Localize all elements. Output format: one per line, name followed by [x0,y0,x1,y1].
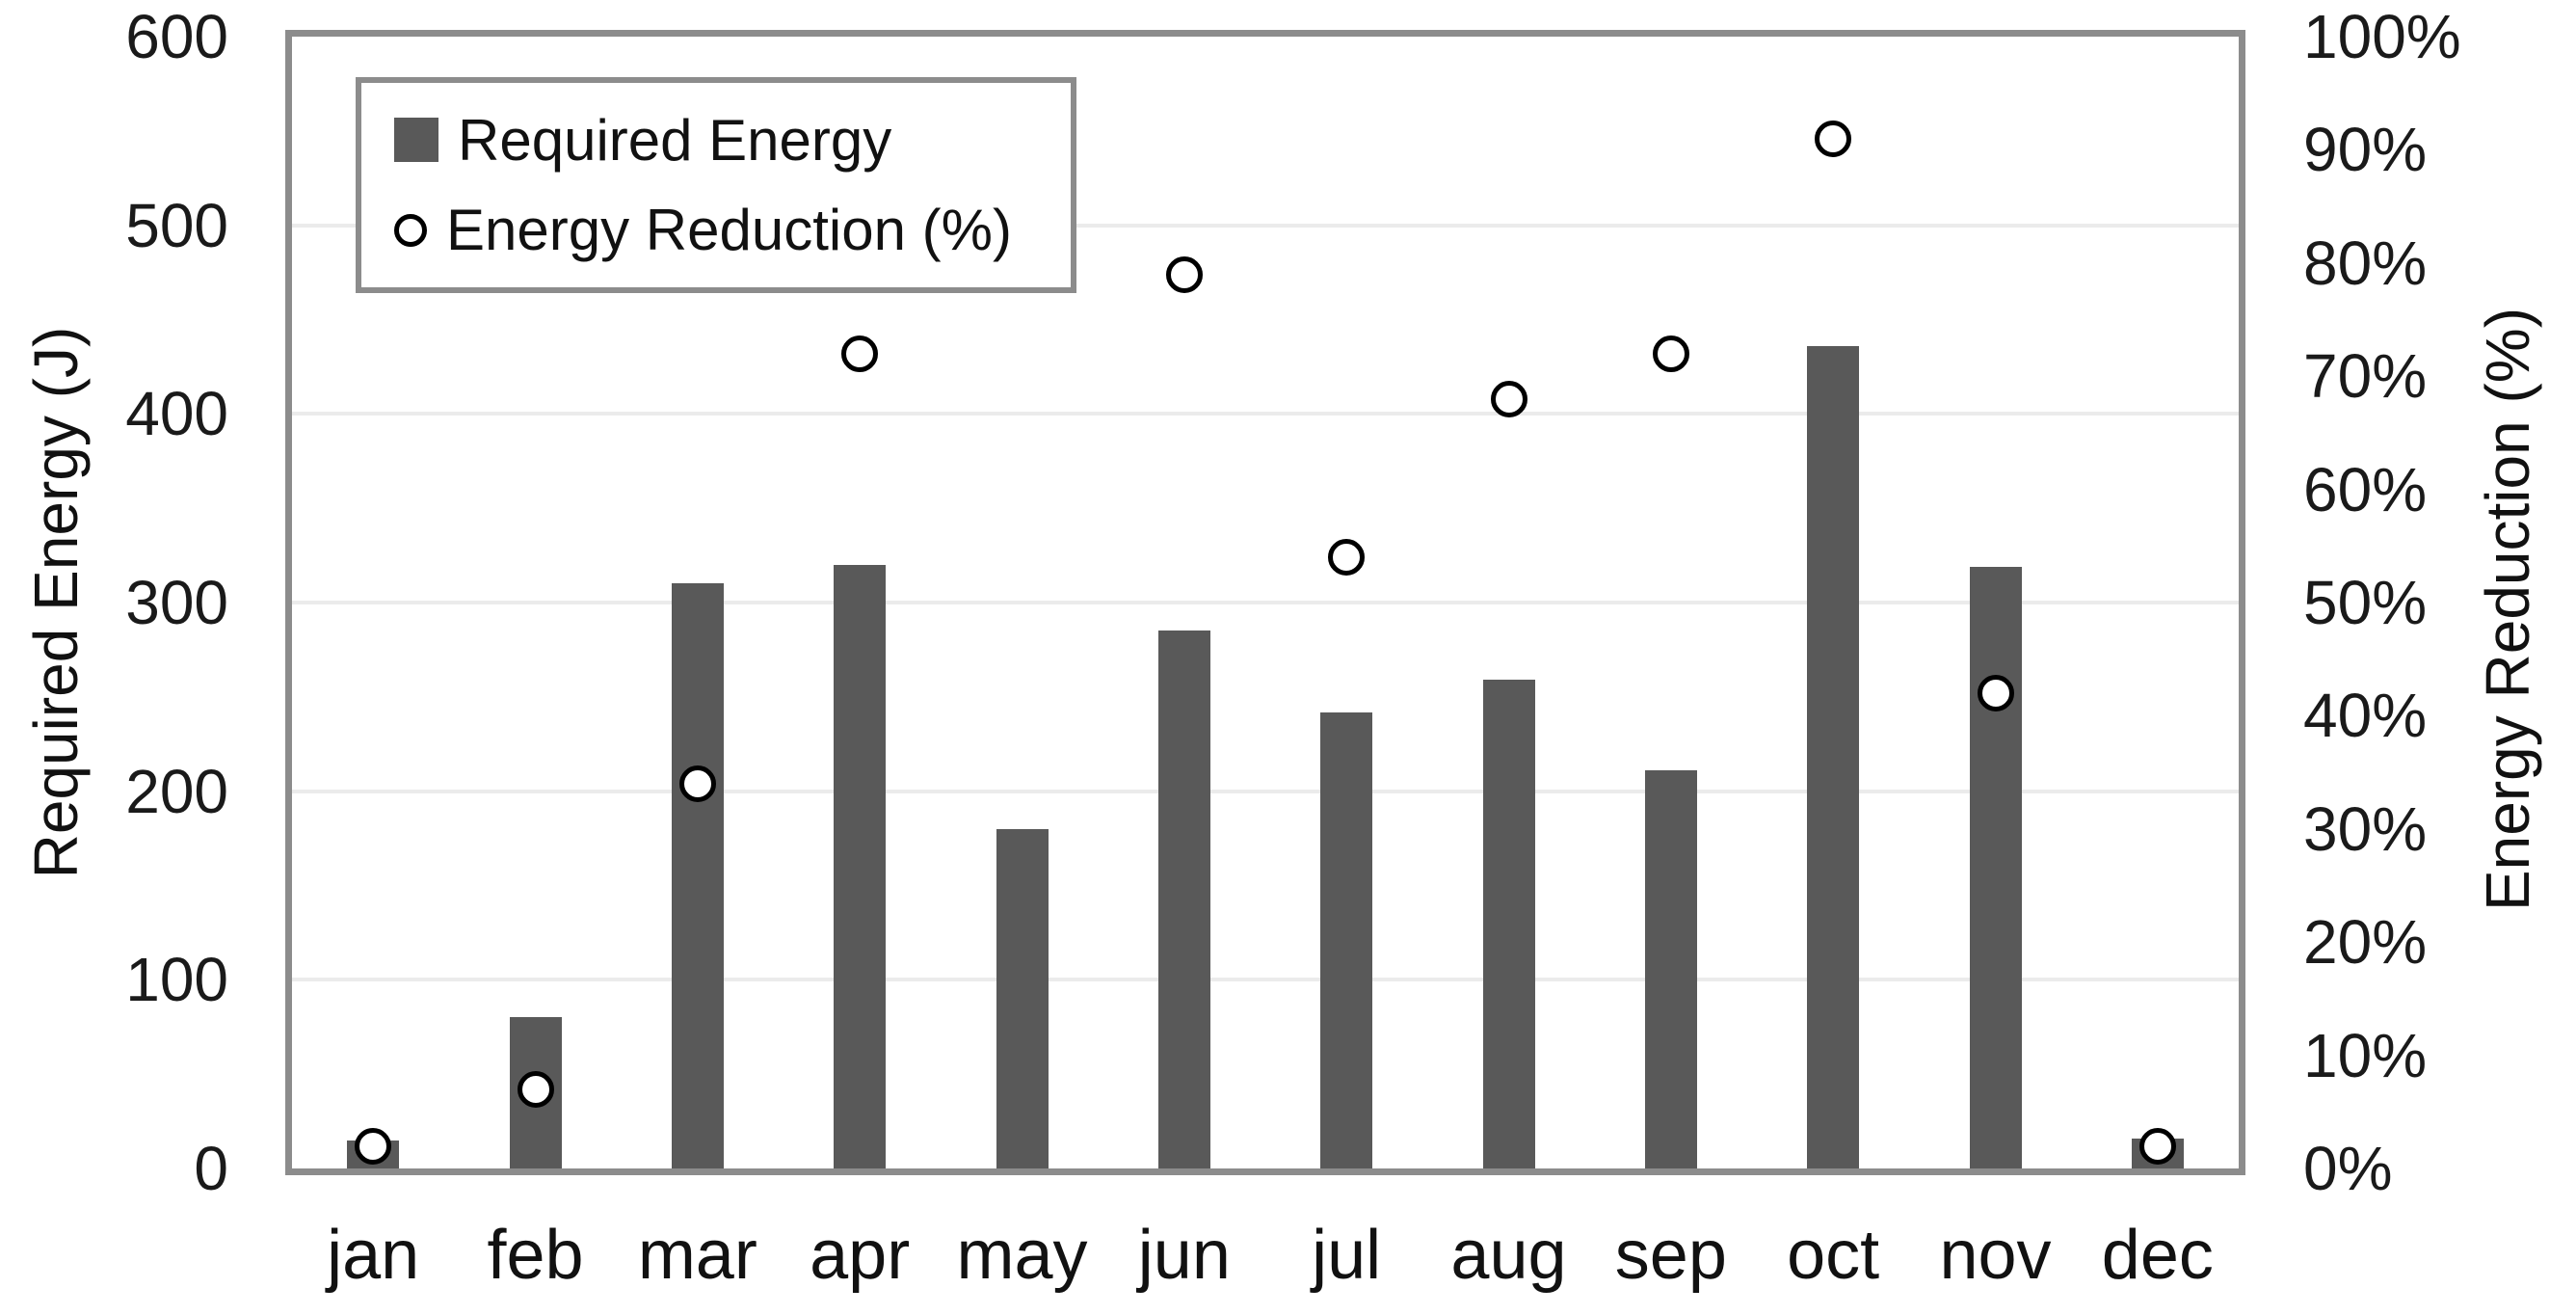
x-axis-label-mar: mar [637,1217,757,1294]
x-axis-label-jan: jan [327,1217,420,1294]
point-dec [2138,1127,2176,1165]
right-tick-30%: 30% [2303,793,2428,864]
left-tick-100: 100 [125,945,228,1015]
point-jan [355,1127,392,1165]
right-tick-20%: 20% [2303,907,2428,978]
gridline-300 [292,601,2239,604]
point-jun [1165,255,1203,293]
point-sep [1652,335,1689,372]
x-axis-label-may: may [956,1217,1088,1294]
x-axis-label-dec: dec [2101,1217,2214,1294]
point-jul [1328,539,1366,577]
right-axis-title: Energy Reduction (%) [2473,307,2542,912]
bar-may [996,828,1049,1168]
gridline-400 [292,412,2239,416]
legend-label-energy-reduction: Energy Reduction (%) [446,198,1012,263]
x-axis-label-aug: aug [1450,1217,1567,1294]
point-feb [517,1070,554,1108]
x-axis-label-oct: oct [1787,1217,1880,1294]
bar-mar [671,583,724,1168]
x-axis-labels: jan feb mar apr may jun jul aug sep oct nov dec [292,1221,2239,1307]
bar-jun [1157,631,1210,1168]
bar-nov [1969,566,2022,1168]
x-axis-label-apr: apr [810,1217,911,1294]
gridline-100 [292,978,2239,982]
gridline-200 [292,789,2239,793]
bar-sep [1644,770,1697,1168]
right-tick-90%: 90% [2303,115,2428,185]
gridline-500 [292,223,2239,228]
bar-oct [1807,345,1860,1168]
left-tick-300: 300 [125,568,228,637]
left-axis-title: Required Energy (J) [21,326,91,879]
left-tick-400: 400 [125,379,228,449]
legend: Required Energy Energy Reduction (%) [356,77,1076,293]
right-tick-40%: 40% [2303,681,2428,751]
right-tick-70%: 70% [2303,341,2428,412]
left-tick-500: 500 [125,190,228,260]
legend-label-required-energy: Required Energy [458,107,892,173]
right-tick-60%: 60% [2303,454,2428,524]
legend-item-energy-reduction: Energy Reduction (%) [394,197,1071,263]
x-axis-label-feb: feb [487,1217,584,1294]
left-tick-600: 600 [125,2,228,71]
left-tick-200: 200 [125,756,228,826]
point-mar [678,765,716,802]
bar-apr [834,564,887,1168]
right-tick-80%: 80% [2303,228,2428,298]
bar-aug [1482,680,1535,1168]
x-axis-label-jun: jun [1137,1217,1231,1294]
point-oct [1815,120,1852,157]
legend-item-required-energy: Required Energy [394,107,1071,174]
right-tick-10%: 10% [2303,1020,2428,1090]
bar-jul [1320,711,1373,1168]
right-tick-50%: 50% [2303,568,2428,637]
circle-legend-marker-icon [394,213,427,247]
right-tick-0%: 0% [2303,1134,2393,1203]
point-nov [1977,674,2014,711]
left-tick-0: 0 [194,1134,228,1203]
x-axis-label-nov: nov [1939,1217,2052,1294]
point-aug [1490,380,1527,417]
right-tick-100%: 100% [2303,2,2461,71]
plot-area: Required Energy Energy Reduction (%) [285,30,2245,1175]
x-axis-label-sep: sep [1614,1217,1727,1294]
x-axis-label-jul: jul [1312,1217,1382,1294]
point-apr [841,335,879,372]
bar-legend-marker-icon [394,118,438,163]
